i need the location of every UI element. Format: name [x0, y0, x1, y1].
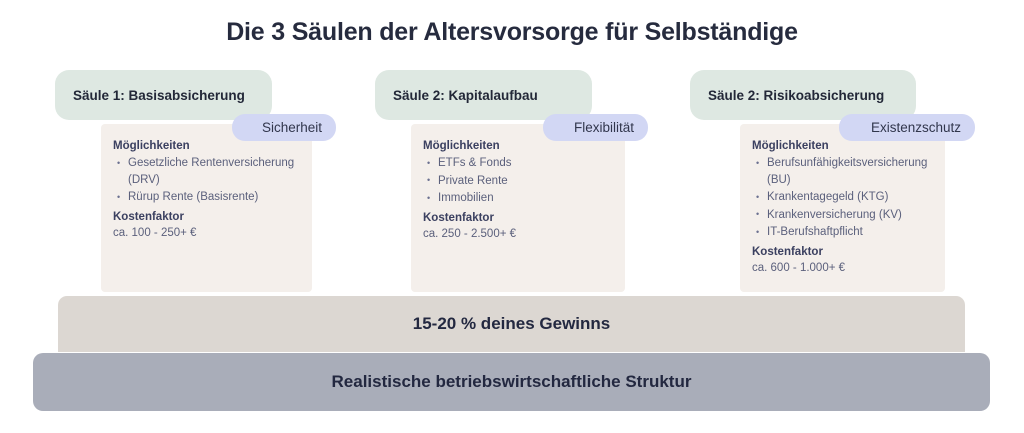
list-item: Rürup Rente (Basisrente) [113, 189, 300, 206]
pillar-1-badge: Sicherheit [232, 114, 336, 141]
pillar-1-options-list: Gesetzliche Rentenversicherung (DRV) Rür… [113, 155, 300, 206]
list-item: IT-Berufshaftpflicht [752, 224, 933, 241]
pillar-2-options-heading: Möglichkeiten [423, 140, 500, 152]
business-structure-bar: Realistische betriebswirtschaftliche Str… [33, 353, 990, 411]
pillar-3-cost-heading: Kostenfaktor [752, 245, 823, 258]
list-item: Immobilien [423, 190, 613, 207]
pillar-3-options-heading: Möglichkeiten [752, 140, 829, 152]
pillar-2-header: Säule 2: Kapitalaufbau [375, 70, 592, 120]
list-item: Private Rente [423, 172, 613, 190]
list-item: Gesetzliche Rentenversicherung (DRV) [113, 155, 300, 188]
pillar-3-cost-value: ca. 600 - 1.000+ € [752, 261, 846, 274]
pillar-1-header: Säule 1: Basisabsicherung [55, 70, 272, 120]
profit-share-bar: 15-20 % deines Gewinns [58, 296, 965, 352]
list-item: Krankenversicherung (KV) [752, 206, 933, 224]
pillar-1-body: Möglichkeiten Gesetzliche Rentenversiche… [101, 124, 312, 292]
pillar-3-body: Möglichkeiten Berufsunfähigkeitsversiche… [740, 124, 945, 292]
pillar-1-options-heading: Möglichkeiten [113, 140, 190, 152]
pillar-1-cost-value: ca. 100 - 250+ € [113, 226, 197, 239]
pillar-3-header: Säule 2: Risikoabsicherung [690, 70, 916, 120]
pillar-3-options-list: Berufsunfähigkeitsversicherung (BU) Kran… [752, 155, 933, 241]
pillar-2-options-list: ETFs & Fonds Private Rente Immobilien [423, 155, 613, 207]
pillar-2-badge: Flexibilität [543, 114, 648, 141]
pillar-3-badge: Existenzschutz [839, 114, 975, 141]
page-title: Die 3 Säulen der Altersvorsorge für Selb… [226, 18, 798, 46]
pillar-2-body: Möglichkeiten ETFs & Fonds Private Rente… [411, 124, 625, 292]
list-item: Krankentagegeld (KTG) [752, 189, 933, 206]
list-item: ETFs & Fonds [423, 155, 613, 172]
pillar-2-cost-heading: Kostenfaktor [423, 211, 494, 224]
pillar-1-cost-heading: Kostenfaktor [113, 210, 184, 223]
list-item: Berufsunfähigkeitsversicherung (BU) [752, 155, 933, 188]
pillar-2-cost-value: ca. 250 - 2.500+ € [423, 227, 517, 240]
